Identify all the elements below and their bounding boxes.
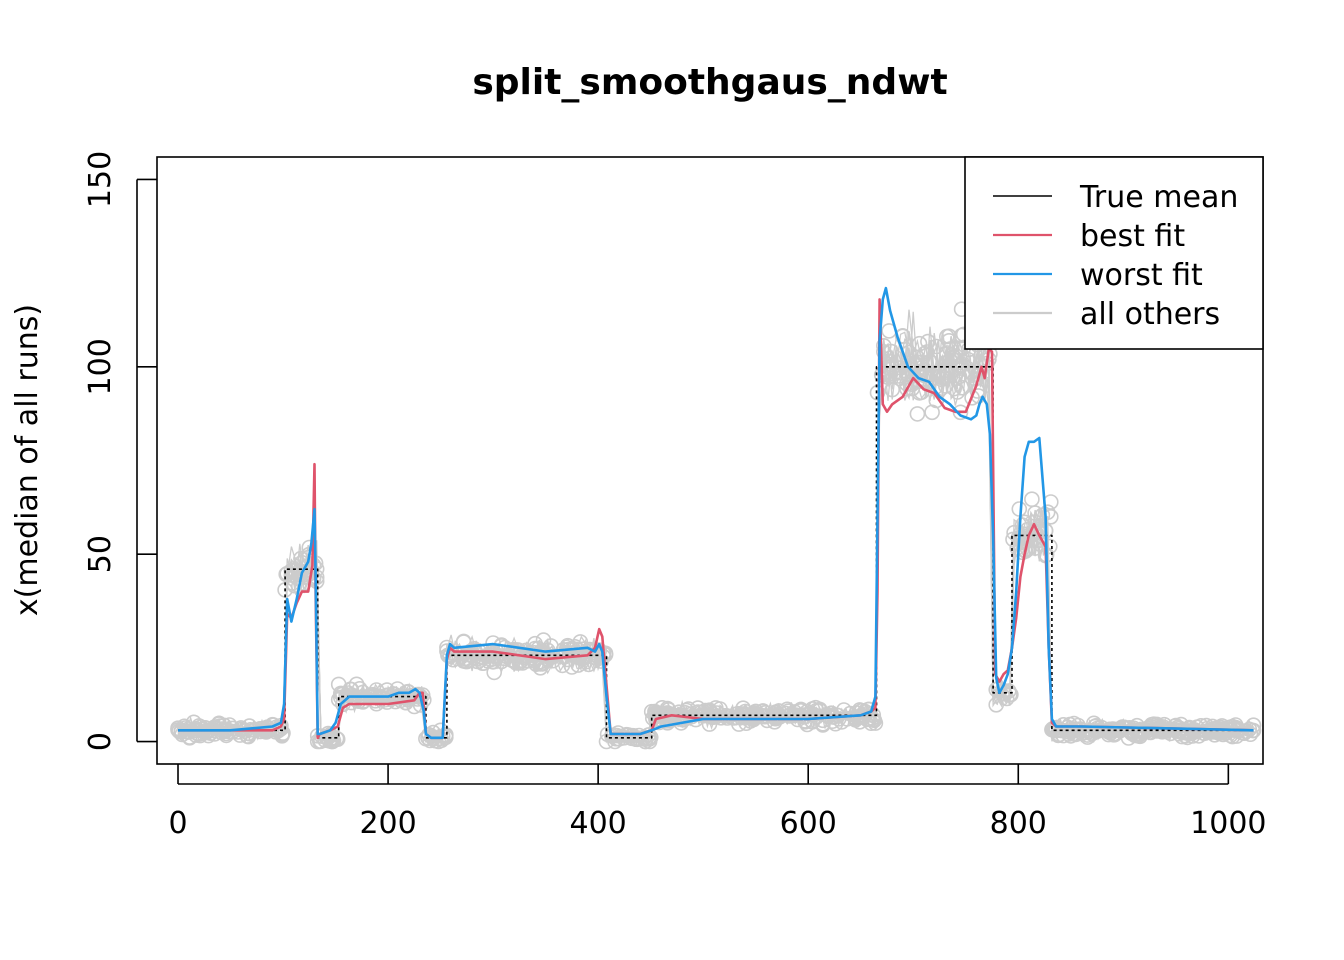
data-point: [474, 649, 491, 665]
data-point: [941, 328, 957, 345]
data-point: [207, 719, 223, 735]
x-tick-label: 1000: [1190, 806, 1266, 841]
data-point: [570, 657, 587, 673]
data-point: [729, 705, 746, 722]
plot-area: [170, 286, 1262, 750]
data-point: [1210, 724, 1226, 741]
data-point: [221, 717, 238, 733]
data-point: [323, 733, 340, 750]
data-point: [913, 354, 930, 371]
data-point: [883, 343, 900, 360]
data-point: [1048, 722, 1064, 739]
legend-label: worst fit: [1080, 258, 1203, 293]
data-point: [191, 718, 207, 734]
data-point: [481, 648, 497, 665]
data-point: [279, 565, 296, 582]
data-point: [559, 637, 576, 654]
data-point: [920, 333, 936, 350]
data-point: [1024, 491, 1040, 508]
data-point: [1016, 514, 1033, 531]
y-axis-label: x(median of all runs): [10, 304, 45, 616]
data-point: [485, 653, 501, 670]
data-point: [1014, 517, 1031, 534]
data-point: [1079, 729, 1096, 745]
chart-title: split_smoothgaus_ndwt: [472, 62, 947, 103]
data-point: [1236, 725, 1252, 741]
data-point: [1039, 504, 1056, 521]
data-point: [305, 570, 322, 586]
data-point: [188, 720, 204, 737]
x-tick-label: 200: [359, 806, 416, 841]
x-tick-label: 800: [990, 806, 1047, 841]
data-point: [951, 358, 968, 374]
data-point: [286, 577, 303, 594]
data-point: [567, 638, 583, 655]
legend: True mean best fit worst fit all others: [964, 156, 1264, 350]
y-tick-label: 50: [83, 535, 118, 573]
data-point: [933, 371, 950, 388]
data-point: [875, 343, 892, 360]
data-point: [869, 384, 886, 401]
data-point: [954, 379, 971, 396]
data-point: [935, 369, 952, 386]
data-point: [704, 709, 721, 726]
data-point: [910, 366, 927, 383]
data-point: [744, 708, 761, 724]
data-point: [756, 708, 772, 725]
legend-box: [964, 156, 1264, 350]
plot-clip-group: [170, 286, 1262, 750]
legend-label: best fit: [1080, 219, 1185, 254]
data-point: [944, 347, 960, 363]
data-point: [998, 690, 1015, 707]
data-point: [1142, 724, 1159, 741]
legend-label: True mean: [1079, 180, 1238, 215]
data-point: [564, 659, 580, 675]
y-tick-label: 100: [83, 338, 118, 395]
axes: 0 200 400 600 800 1000 0 50 100 150: [83, 151, 1267, 841]
data-point: [721, 708, 738, 725]
data-point: [1042, 538, 1058, 555]
data-point: [768, 707, 785, 723]
data-point: [1111, 721, 1127, 737]
data-point: [458, 653, 475, 670]
data-point: [804, 713, 821, 730]
data-point: [926, 369, 943, 386]
data-point: [894, 328, 911, 345]
data-point: [909, 406, 926, 422]
legend-label: all others: [1080, 297, 1220, 332]
data-point: [197, 719, 214, 736]
y-tick-label: 0: [83, 732, 118, 751]
x-tick-label: 600: [780, 806, 837, 841]
data-point: [537, 647, 554, 663]
data-point: [793, 701, 809, 718]
data-point: [486, 664, 503, 681]
x-tick-label: 0: [168, 806, 187, 841]
data-point: [884, 381, 901, 398]
data-point: [1213, 719, 1229, 736]
data-point: [1245, 717, 1262, 734]
plot-border: [156, 156, 1264, 765]
data-point: [1003, 686, 1019, 703]
data-point: [1224, 718, 1241, 735]
data-point: [815, 712, 831, 729]
data-point: [891, 370, 908, 387]
data-point: [675, 711, 692, 728]
data-point: [1203, 723, 1220, 740]
data-point: [510, 642, 527, 658]
data-point: [289, 570, 306, 587]
data-point: [348, 676, 365, 693]
data-point: [1216, 723, 1232, 740]
worst-fit-line: [178, 286, 1254, 740]
data-point: [1101, 721, 1118, 738]
y-tick-label: 150: [83, 151, 118, 208]
x-tick-label: 400: [570, 806, 627, 841]
data-point: [1043, 508, 1059, 525]
